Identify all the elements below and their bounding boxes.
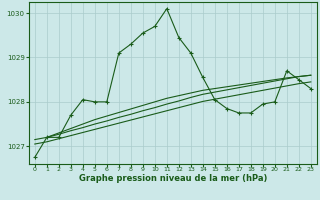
X-axis label: Graphe pression niveau de la mer (hPa): Graphe pression niveau de la mer (hPa): [79, 174, 267, 183]
